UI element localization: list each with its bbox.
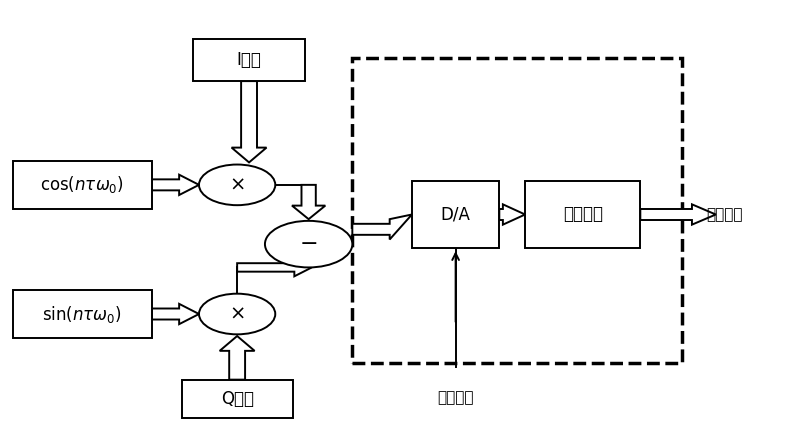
Text: $\sin(n\tau\omega_0)$: $\sin(n\tau\omega_0)$ bbox=[42, 303, 122, 324]
Polygon shape bbox=[231, 81, 266, 163]
Text: I通道: I通道 bbox=[237, 51, 262, 69]
Text: $\cos(n\tau\omega_0)$: $\cos(n\tau\omega_0)$ bbox=[40, 174, 124, 195]
Polygon shape bbox=[152, 304, 199, 324]
Circle shape bbox=[265, 221, 352, 267]
Text: ×: × bbox=[229, 305, 246, 323]
Text: ×: × bbox=[229, 175, 246, 194]
Polygon shape bbox=[220, 336, 254, 380]
Bar bbox=[525, 181, 640, 248]
Bar bbox=[412, 181, 499, 248]
Circle shape bbox=[199, 294, 275, 334]
Circle shape bbox=[199, 165, 275, 205]
Text: 触发信号: 触发信号 bbox=[438, 390, 474, 405]
Bar bbox=[182, 380, 293, 418]
Text: 射频功放: 射频功放 bbox=[706, 207, 742, 222]
Text: D/A: D/A bbox=[441, 205, 470, 224]
Polygon shape bbox=[640, 204, 716, 225]
Polygon shape bbox=[152, 175, 199, 195]
Text: Q通道: Q通道 bbox=[221, 390, 254, 408]
Polygon shape bbox=[292, 185, 326, 219]
Text: −: − bbox=[299, 234, 318, 254]
Polygon shape bbox=[352, 214, 412, 239]
Polygon shape bbox=[237, 259, 312, 276]
Bar bbox=[13, 290, 152, 338]
Text: 幅度控制: 幅度控制 bbox=[562, 205, 602, 224]
Bar bbox=[194, 39, 305, 81]
Bar bbox=[352, 58, 682, 363]
Polygon shape bbox=[499, 204, 525, 225]
Bar bbox=[13, 160, 152, 209]
